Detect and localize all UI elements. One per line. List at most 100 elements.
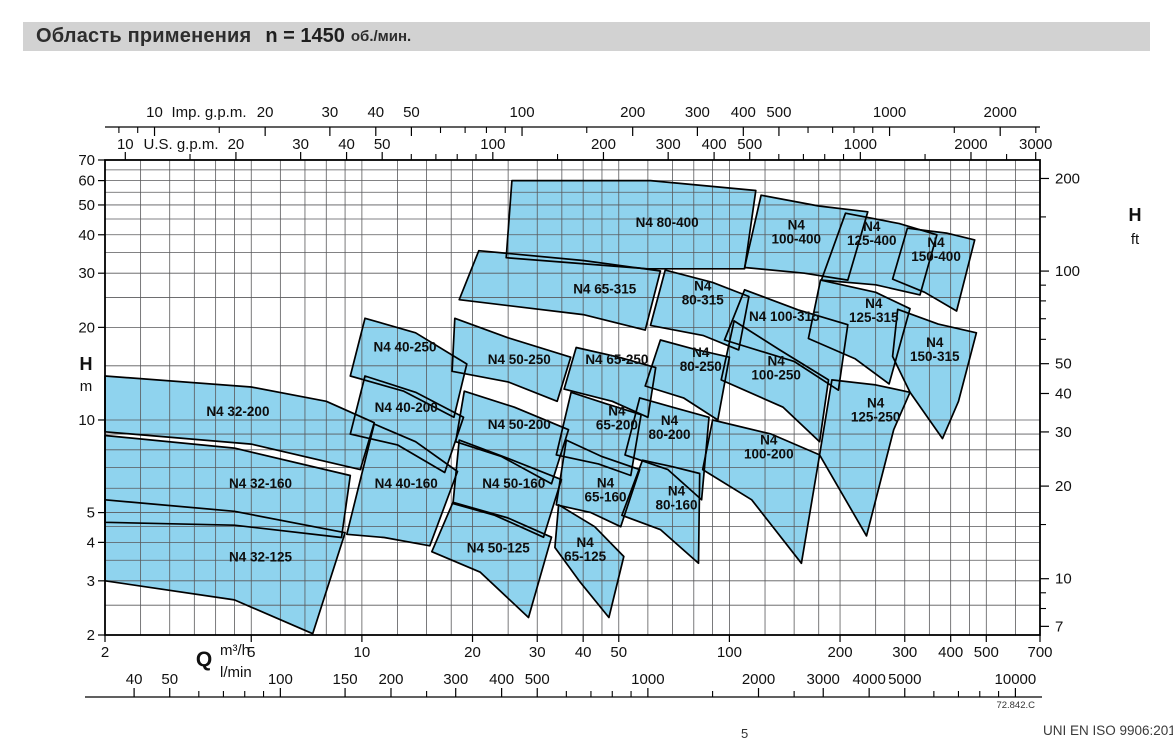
imp-gpm-tick-label: 40 [367,104,384,121]
q-m3h-tick-label: 20 [464,644,481,661]
region-outline-n4-125-400 [820,212,938,296]
q-lmin-tick-label: 400 [489,671,514,688]
h-m-axis-unit: m [80,378,93,395]
region-n4-40-200 [350,376,464,473]
region-n4-150-400 [892,228,975,311]
region-label-n4-80-160: N4 80-160 [656,483,698,512]
h-m-tick-label: 50 [78,197,95,214]
region-outline-n4-50-250 [451,317,572,403]
region-n4-65-125 [554,504,624,618]
region-outline-n4-40-250 [349,317,468,419]
region-n4-65-250 [564,347,656,418]
imp-gpm-tick-label: 400 [731,104,756,121]
h-ft-tick-label: 7 [1055,618,1063,635]
region-label-n4-32-125: N4 32-125 [229,549,293,564]
region-label-n4-40-160: N4 40-160 [375,476,438,491]
region-label-n4-50-200: N4 50-200 [488,417,551,432]
region-n4-32-125 [105,499,346,634]
region-outline-n4-65-250 [563,346,657,419]
q-lmin-tick-label: 50 [161,671,178,688]
q-lmin-tick-label: 5000 [888,671,921,688]
us-gpm-tick-label: 300 [656,136,681,153]
q-m3h-tick-label: 100 [717,644,742,661]
q-m3h-tick-label: 10 [354,644,371,661]
region-n4-40-250 [350,318,467,418]
us-gpm-tick-label: 10 [117,136,134,153]
q-axis-name: Q [196,648,212,671]
us-gpm-tick-label: 20 [228,136,245,153]
q-m3h-tick-label: 40 [575,644,592,661]
region-outline-n4-50-160 [452,439,563,539]
q-m3h-tick-label: 50 [610,644,627,661]
region-label-n4-100-315: N4 100-315 [749,309,820,324]
region-label-n4-125-400: N4 125-400 [847,219,897,248]
us-gpm-tick-label: 1000 [844,136,877,153]
q-m3h-axis-unit: m³/h [220,642,250,659]
region-outline-n4-65-125 [554,503,625,619]
us-gpm-tick-label: 3000 [1019,136,1052,153]
region-n4-65-315 [459,250,661,331]
region-label-n4-125-250: N4 125-250 [851,396,901,425]
imp-gpm-tick-label: 500 [766,104,791,121]
region-label-n4-80-315: N4 80-315 [682,278,725,307]
imp-gpm-tick-label: 1000 [873,104,906,121]
q-lmin-tick-label: 40 [126,671,143,688]
h-ft-tick-label: 30 [1055,424,1072,441]
title-bar: Область применения n = 1450 об./мин. [23,22,1150,51]
region-outline-n4-80-200 [624,397,710,501]
region-label-n4-65-315: N4 65-315 [573,281,637,296]
q-lmin-tick-label: 500 [525,671,550,688]
region-label-n4-80-400: N4 80-400 [636,215,699,230]
imp-gpm-tick-label: 50 [403,104,420,121]
us-gpm-tick-label: 500 [737,136,762,153]
h-m-tick-label: 40 [78,227,95,244]
page-title: Область применения [36,25,252,47]
q-lmin-tick-label: 200 [378,671,403,688]
imp-gpm-tick-label: 30 [322,104,339,121]
region-label-n4-40-200: N4 40-200 [375,400,438,415]
imp-gpm-tick-label: 10 [146,104,163,121]
region-label-n4-100-200: N4 100-200 [744,432,794,461]
region-outline-n4-65-200 [555,391,642,477]
q-lmin-axis-unit: l/min [220,664,252,681]
us-gpm-axis-name: U.S. g.p.m. [143,136,218,153]
q-lmin-tick-label: 1000 [631,671,664,688]
region-outline-n4-40-200 [349,375,465,474]
region-label-n4-100-400: N4 100-400 [771,217,821,246]
q-m3h-tick-label: 200 [828,644,853,661]
imp-gpm-tick-label: 20 [257,104,274,121]
region-outline-n4-100-250 [720,320,830,443]
region-n4-125-315 [808,280,910,384]
h-m-tick-label: 10 [78,412,95,429]
region-n4-125-250 [819,379,910,536]
region-n4-80-400 [506,180,756,269]
imp-gpm-tick-label: 100 [510,104,535,121]
standard-reference: UNI EN ISO 9906:2012 [1043,723,1173,738]
region-label-n4-150-315: N4 150-315 [910,335,960,364]
imp-gpm-axis-name: Imp. g.p.m. [171,104,246,121]
region-label-n4-150-400: N4 150-400 [911,235,961,264]
imp-gpm-tick-label: 200 [620,104,645,121]
region-outline-n4-150-400 [891,227,976,312]
q-m3h-tick-label: 500 [974,644,999,661]
region-label-n4-50-160: N4 50-160 [482,476,545,491]
region-label-n4-65-160: N4 65-160 [584,475,626,504]
h-m-tick-label: 20 [78,319,95,336]
region-outline-n4-100-315 [723,288,849,392]
region-label-n4-65-200: N4 65-200 [596,403,638,432]
q-m3h-tick-label: 700 [1027,644,1052,661]
region-outline-n4-80-315 [649,269,750,351]
h-ft-tick-label: 10 [1055,571,1072,588]
h-ft-axis-name: H [1129,205,1142,225]
h-m-axis-name: H [80,354,93,374]
us-gpm-tick-label: 30 [292,136,309,153]
drawing-reference: 72.842.C [996,700,1035,711]
region-outline-n4-125-315 [807,279,911,385]
us-gpm-tick-label: 50 [374,136,391,153]
h-m-tick-label: 3 [87,573,95,590]
q-lmin-tick-label: 4000 [852,671,885,688]
title-speed-value: n = 1450 [265,25,345,47]
region-n4-80-160 [621,460,700,564]
